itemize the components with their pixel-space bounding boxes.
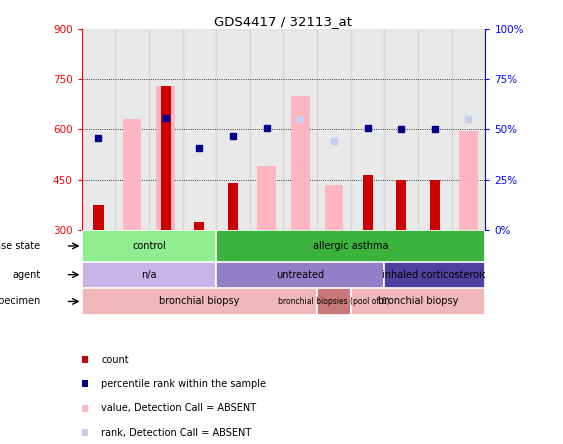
Bar xyxy=(385,29,418,230)
Text: count: count xyxy=(101,355,129,365)
Text: bronchial biopsies (pool of 6): bronchial biopsies (pool of 6) xyxy=(278,297,390,306)
Bar xyxy=(351,29,385,230)
Bar xyxy=(149,29,182,230)
Bar xyxy=(93,205,104,230)
Bar xyxy=(351,288,485,315)
Text: untreated: untreated xyxy=(276,270,324,280)
Bar xyxy=(250,29,283,230)
Title: GDS4417 / 32113_at: GDS4417 / 32113_at xyxy=(215,15,352,28)
Bar xyxy=(216,29,250,230)
Text: n/a: n/a xyxy=(141,270,157,280)
Bar xyxy=(325,185,343,230)
Bar xyxy=(82,288,317,315)
Bar xyxy=(157,86,175,230)
Bar xyxy=(459,131,478,230)
Bar xyxy=(182,29,216,230)
Text: agent: agent xyxy=(12,270,41,280)
Bar xyxy=(115,29,149,230)
Text: bronchial biopsy: bronchial biopsy xyxy=(378,297,458,306)
Text: percentile rank within the sample: percentile rank within the sample xyxy=(101,379,266,389)
Bar xyxy=(123,119,141,230)
Bar xyxy=(228,183,238,230)
Bar xyxy=(317,29,351,230)
Bar xyxy=(430,180,440,230)
Text: inhaled corticosteroid: inhaled corticosteroid xyxy=(382,270,488,280)
Text: specimen: specimen xyxy=(0,297,41,306)
Text: disease state: disease state xyxy=(0,241,41,251)
Text: bronchial biopsy: bronchial biopsy xyxy=(159,297,240,306)
Bar xyxy=(396,180,406,230)
Bar xyxy=(82,29,115,230)
Text: control: control xyxy=(132,241,166,251)
Bar xyxy=(216,262,385,288)
Bar xyxy=(418,29,452,230)
Bar xyxy=(452,29,485,230)
Text: allergic asthma: allergic asthma xyxy=(313,241,388,251)
Bar xyxy=(216,230,485,262)
Bar xyxy=(82,230,216,262)
Bar xyxy=(160,86,171,230)
Bar xyxy=(385,262,485,288)
Bar xyxy=(291,96,310,230)
Bar xyxy=(284,29,317,230)
Text: value, Detection Call = ABSENT: value, Detection Call = ABSENT xyxy=(101,404,257,413)
Text: rank, Detection Call = ABSENT: rank, Detection Call = ABSENT xyxy=(101,428,252,438)
Bar xyxy=(82,262,216,288)
Bar xyxy=(257,166,276,230)
Bar xyxy=(194,222,204,230)
Bar xyxy=(363,175,373,230)
Bar xyxy=(317,288,351,315)
